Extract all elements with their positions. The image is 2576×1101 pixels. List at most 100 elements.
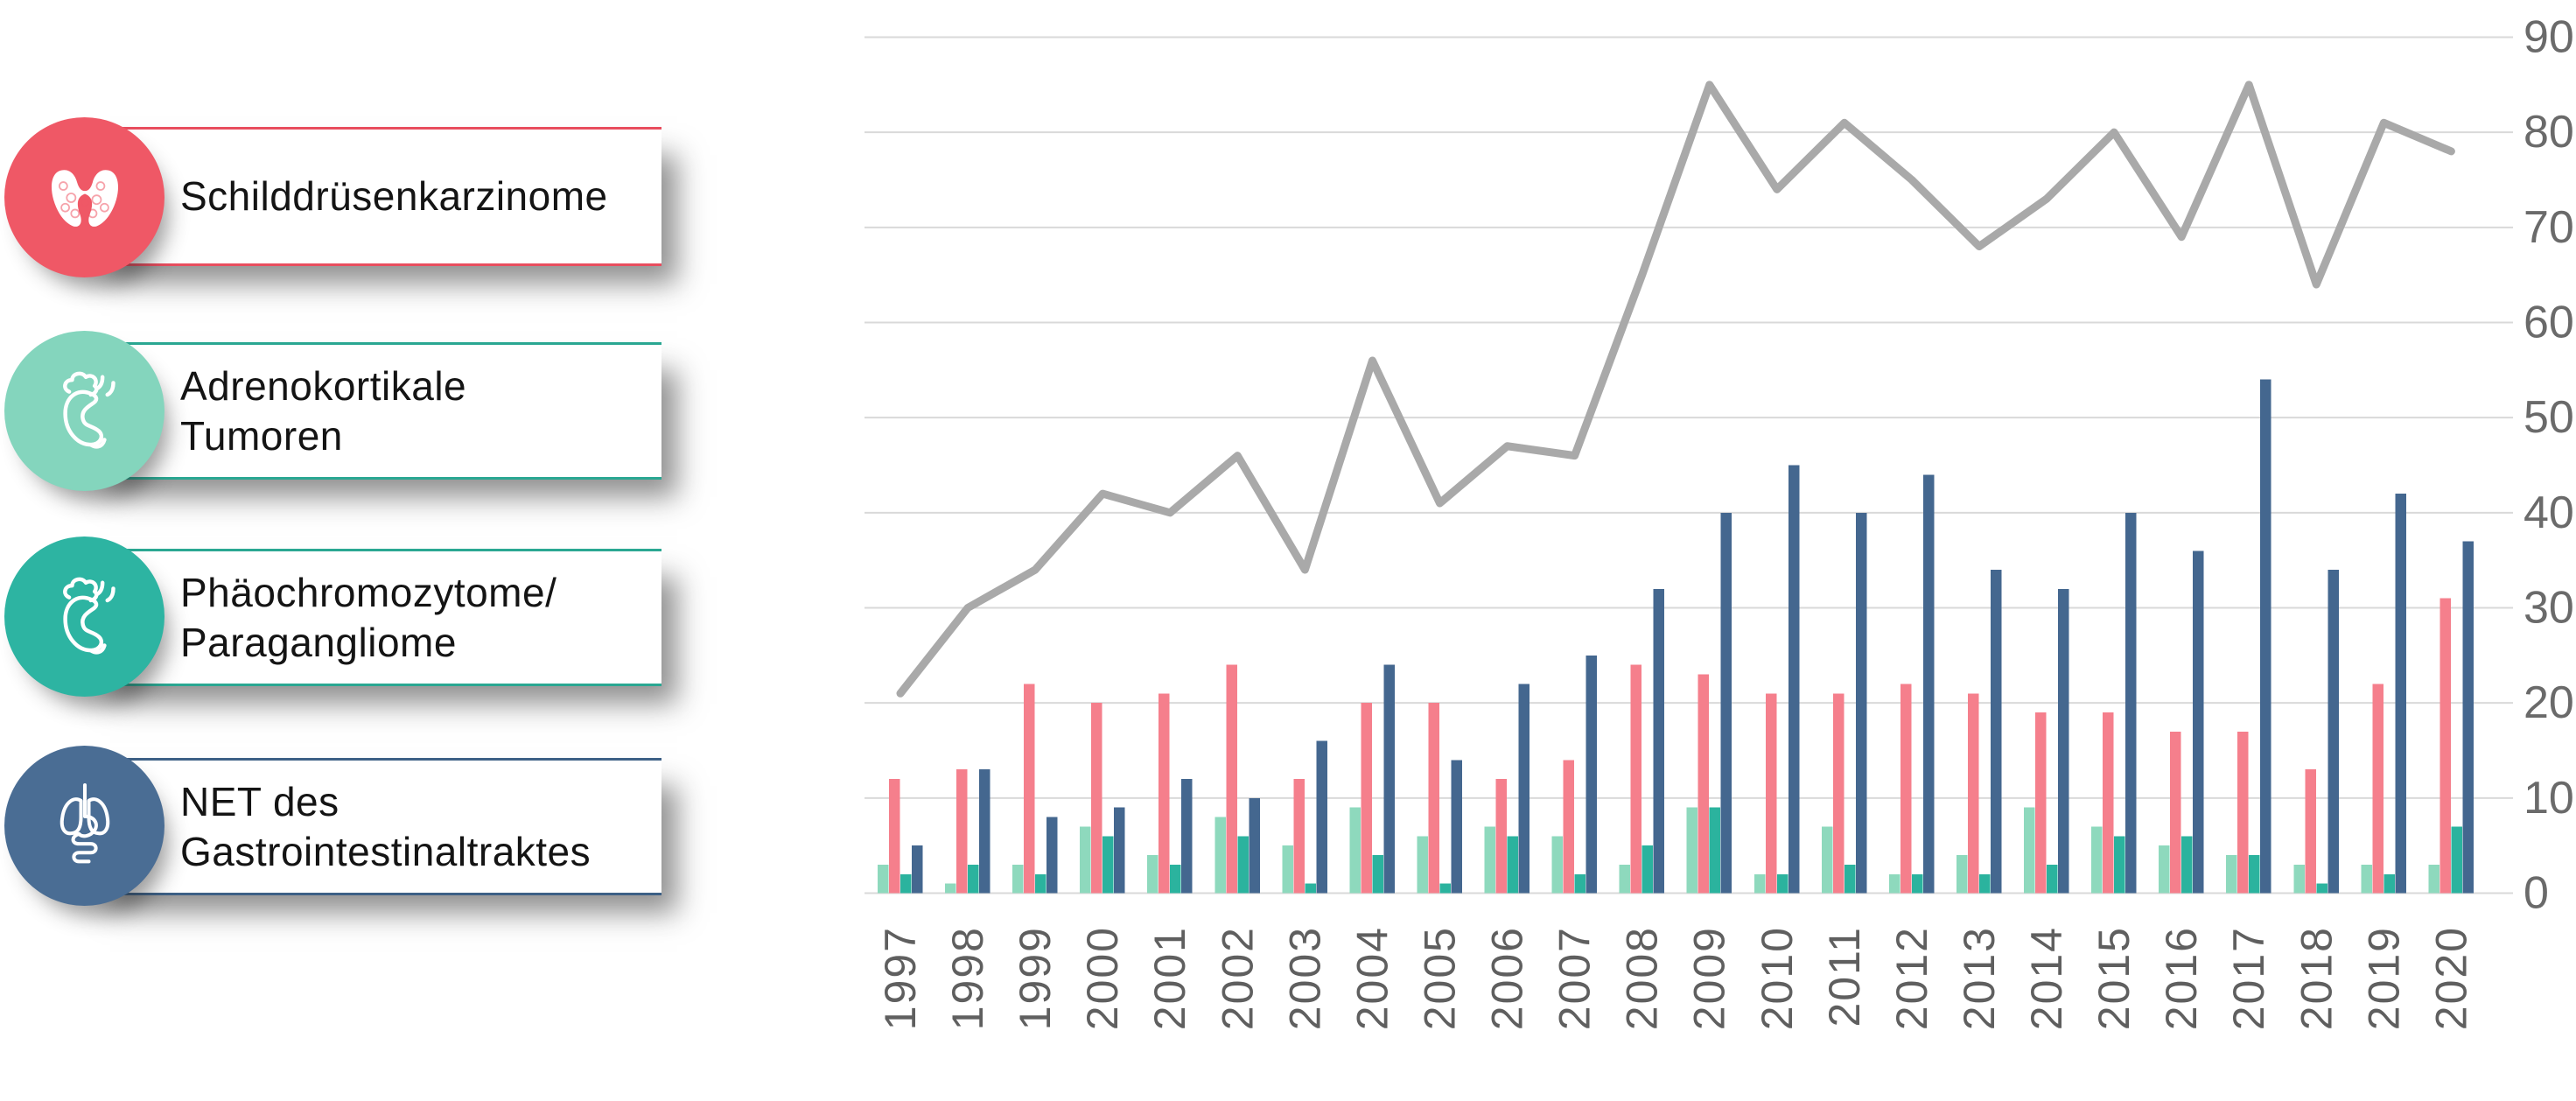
bar-adrenokortikale-tumoren-2000[interactable] bbox=[1080, 826, 1091, 894]
bar-schilddr-senkarzinome-2013[interactable] bbox=[1967, 693, 1979, 894]
bar-schilddr-senkarzinome-2010[interactable] bbox=[1765, 693, 1777, 894]
x-axis-tick-label-2016: 2016 bbox=[2157, 926, 2206, 1030]
bar-ph-ochromozytome-paragangliome-2010[interactable] bbox=[1776, 873, 1788, 894]
bar-adrenokortikale-tumoren-2004[interactable] bbox=[1349, 807, 1361, 894]
bar-net-des-gastrointestinaltraktes-2018[interactable] bbox=[2328, 570, 2339, 894]
bar-ph-ochromozytome-paragangliome-2016[interactable] bbox=[2181, 836, 2193, 894]
bar-schilddr-senkarzinome-2014[interactable] bbox=[2035, 712, 2047, 894]
bar-adrenokortikale-tumoren-2001[interactable] bbox=[1147, 855, 1158, 894]
bar-net-des-gastrointestinaltraktes-2016[interactable] bbox=[2193, 550, 2204, 894]
bar-ph-ochromozytome-paragangliome-2015[interactable] bbox=[2114, 836, 2125, 894]
bar-schilddr-senkarzinome-2018[interactable] bbox=[2305, 769, 2316, 894]
bar-schilddr-senkarzinome-2019[interactable] bbox=[2372, 684, 2384, 894]
bar-net-des-gastrointestinaltraktes-2008[interactable] bbox=[1653, 588, 1665, 894]
bar-adrenokortikale-tumoren-2015[interactable] bbox=[2091, 826, 2103, 894]
bar-net-des-gastrointestinaltraktes-2017[interactable] bbox=[2260, 379, 2272, 894]
bar-schilddr-senkarzinome-2012[interactable] bbox=[1900, 684, 1912, 894]
bar-adrenokortikale-tumoren-2014[interactable] bbox=[2024, 807, 2035, 894]
bar-schilddr-senkarzinome-2002[interactable] bbox=[1226, 664, 1237, 894]
bar-net-des-gastrointestinaltraktes-2007[interactable] bbox=[1586, 655, 1598, 894]
bar-schilddr-senkarzinome-2004[interactable] bbox=[1361, 703, 1372, 894]
bar-schilddr-senkarzinome-2006[interactable] bbox=[1495, 779, 1508, 894]
bar-net-des-gastrointestinaltraktes-1999[interactable] bbox=[1046, 817, 1058, 894]
bar-adrenokortikale-tumoren-2012[interactable] bbox=[1888, 873, 1900, 894]
bar-net-des-gastrointestinaltraktes-2001[interactable] bbox=[1181, 779, 1193, 894]
bar-ph-ochromozytome-paragangliome-2020[interactable] bbox=[2451, 826, 2462, 894]
bar-net-des-gastrointestinaltraktes-2019[interactable] bbox=[2395, 494, 2406, 894]
bar-ph-ochromozytome-paragangliome-2006[interactable] bbox=[1507, 836, 1519, 894]
bar-net-des-gastrointestinaltraktes-2011[interactable] bbox=[1855, 512, 1867, 894]
bar-ph-ochromozytome-paragangliome-2002[interactable] bbox=[1237, 836, 1249, 894]
bar-schilddr-senkarzinome-2015[interactable] bbox=[2103, 712, 2114, 894]
bar-schilddr-senkarzinome-2001[interactable] bbox=[1158, 693, 1170, 894]
bar-net-des-gastrointestinaltraktes-1998[interactable] bbox=[979, 769, 990, 894]
bar-ph-ochromozytome-paragangliome-2017[interactable] bbox=[2249, 855, 2260, 894]
bar-adrenokortikale-tumoren-2020[interactable] bbox=[2428, 864, 2440, 894]
bar-net-des-gastrointestinaltraktes-2009[interactable] bbox=[1720, 512, 1732, 894]
bar-ph-ochromozytome-paragangliome-1999[interactable] bbox=[1035, 873, 1046, 894]
bar-ph-ochromozytome-paragangliome-2009[interactable] bbox=[1709, 807, 1721, 894]
bar-schilddr-senkarzinome-2020[interactable] bbox=[2440, 598, 2451, 894]
bar-adrenokortikale-tumoren-2009[interactable] bbox=[1686, 807, 1698, 894]
bar-adrenokortikale-tumoren-2002[interactable] bbox=[1214, 817, 1226, 894]
bar-ph-ochromozytome-paragangliome-2005[interactable] bbox=[1439, 883, 1451, 894]
bar-adrenokortikale-tumoren-2005[interactable] bbox=[1417, 836, 1428, 894]
bar-net-des-gastrointestinaltraktes-2010[interactable] bbox=[1788, 465, 1800, 894]
bar-ph-ochromozytome-paragangliome-2018[interactable] bbox=[2316, 883, 2328, 894]
bar-ph-ochromozytome-paragangliome-2011[interactable] bbox=[1844, 864, 1856, 894]
bar-ph-ochromozytome-paragangliome-1997[interactable] bbox=[900, 873, 912, 894]
bar-schilddr-senkarzinome-2009[interactable] bbox=[1698, 674, 1710, 894]
bar-adrenokortikale-tumoren-2018[interactable] bbox=[2293, 864, 2305, 894]
bar-ph-ochromozytome-paragangliome-2014[interactable] bbox=[2047, 864, 2058, 894]
bar-adrenokortikale-tumoren-2017[interactable] bbox=[2226, 855, 2237, 894]
bar-adrenokortikale-tumoren-1997[interactable] bbox=[878, 864, 889, 894]
bar-schilddr-senkarzinome-1997[interactable] bbox=[889, 779, 900, 894]
bar-net-des-gastrointestinaltraktes-2004[interactable] bbox=[1383, 664, 1395, 894]
bar-adrenokortikale-tumoren-2007[interactable] bbox=[1551, 836, 1564, 894]
bar-adrenokortikale-tumoren-2011[interactable] bbox=[1821, 826, 1833, 894]
bar-ph-ochromozytome-paragangliome-2012[interactable] bbox=[1911, 873, 1923, 894]
bar-schilddr-senkarzinome-1999[interactable] bbox=[1024, 684, 1035, 894]
bar-adrenokortikale-tumoren-2016[interactable] bbox=[2159, 845, 2170, 894]
bar-net-des-gastrointestinaltraktes-1997[interactable] bbox=[912, 845, 923, 894]
bar-adrenokortikale-tumoren-2008[interactable] bbox=[1619, 864, 1631, 894]
bar-net-des-gastrointestinaltraktes-2012[interactable] bbox=[1922, 474, 1935, 894]
bar-net-des-gastrointestinaltraktes-2013[interactable] bbox=[1990, 570, 2002, 894]
bar-ph-ochromozytome-paragangliome-2007[interactable] bbox=[1574, 873, 1586, 894]
bar-ph-ochromozytome-paragangliome-2003[interactable] bbox=[1305, 883, 1316, 894]
bar-schilddr-senkarzinome-2008[interactable] bbox=[1630, 664, 1642, 894]
bar-adrenokortikale-tumoren-2003[interactable] bbox=[1282, 845, 1293, 894]
bar-adrenokortikale-tumoren-1999[interactable] bbox=[1012, 864, 1024, 894]
bar-adrenokortikale-tumoren-2013[interactable] bbox=[1956, 855, 1968, 894]
bar-adrenokortikale-tumoren-1998[interactable] bbox=[945, 883, 956, 894]
bar-net-des-gastrointestinaltraktes-2020[interactable] bbox=[2462, 541, 2474, 894]
bar-schilddr-senkarzinome-2007[interactable] bbox=[1563, 760, 1575, 894]
bar-net-des-gastrointestinaltraktes-2005[interactable] bbox=[1451, 760, 1462, 894]
bar-net-des-gastrointestinaltraktes-2015[interactable] bbox=[2125, 512, 2137, 894]
x-axis-tick-label-2000: 2000 bbox=[1078, 926, 1127, 1030]
bar-net-des-gastrointestinaltraktes-2003[interactable] bbox=[1316, 740, 1327, 894]
bar-schilddr-senkarzinome-2000[interactable] bbox=[1091, 703, 1102, 894]
legend: Schilddrüsenkarzinome Adrenokortikale Tu… bbox=[0, 0, 752, 1101]
bar-schilddr-senkarzinome-2005[interactable] bbox=[1428, 703, 1439, 894]
bar-ph-ochromozytome-paragangliome-2013[interactable] bbox=[1978, 873, 1991, 894]
bar-ph-ochromozytome-paragangliome-2019[interactable] bbox=[2384, 873, 2395, 894]
bar-ph-ochromozytome-paragangliome-2000[interactable] bbox=[1102, 836, 1114, 894]
bar-schilddr-senkarzinome-1998[interactable] bbox=[956, 769, 968, 894]
bar-adrenokortikale-tumoren-2019[interactable] bbox=[2361, 864, 2372, 894]
bar-schilddr-senkarzinome-2017[interactable] bbox=[2237, 731, 2249, 894]
bar-net-des-gastrointestinaltraktes-2014[interactable] bbox=[2058, 588, 2069, 894]
bar-ph-ochromozytome-paragangliome-2004[interactable] bbox=[1372, 855, 1383, 894]
trend-line[interactable] bbox=[896, 81, 2455, 698]
bar-adrenokortikale-tumoren-2006[interactable] bbox=[1484, 826, 1496, 894]
bar-ph-ochromozytome-paragangliome-2001[interactable] bbox=[1170, 864, 1181, 894]
bar-ph-ochromozytome-paragangliome-2008[interactable] bbox=[1642, 845, 1654, 894]
bar-ph-ochromozytome-paragangliome-1998[interactable] bbox=[968, 864, 979, 894]
bar-net-des-gastrointestinaltraktes-2006[interactable] bbox=[1518, 684, 1530, 894]
bar-net-des-gastrointestinaltraktes-2002[interactable] bbox=[1249, 797, 1260, 894]
bar-net-des-gastrointestinaltraktes-2000[interactable] bbox=[1114, 807, 1125, 894]
bar-adrenokortikale-tumoren-2010[interactable] bbox=[1754, 873, 1766, 894]
bar-schilddr-senkarzinome-2003[interactable] bbox=[1293, 779, 1305, 894]
bar-schilddr-senkarzinome-2011[interactable] bbox=[1832, 693, 1844, 894]
bar-schilddr-senkarzinome-2016[interactable] bbox=[2170, 731, 2181, 894]
